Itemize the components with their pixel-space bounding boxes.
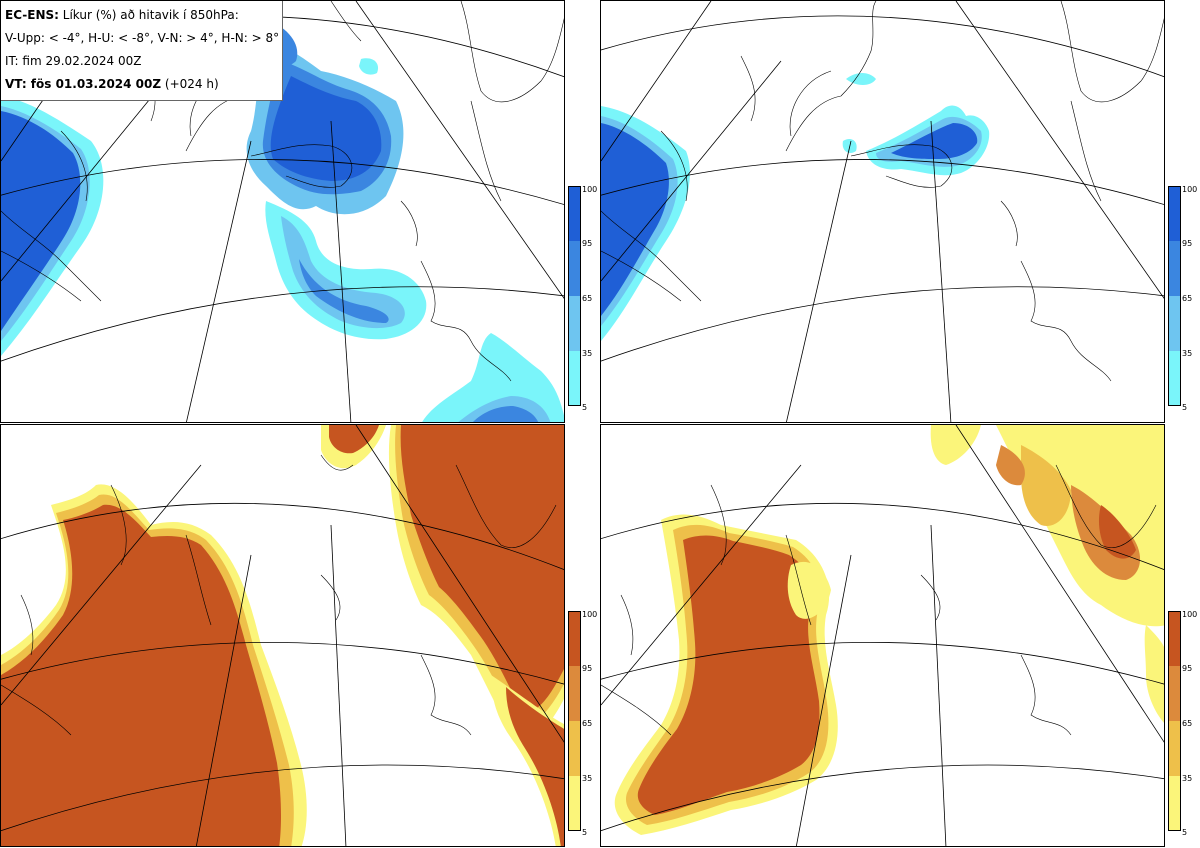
valid-time: VT: fös 01.03.2024 00Z — [5, 77, 162, 91]
probability-shading — [1, 425, 564, 846]
info-box: EC-ENS: Líkur (%) að hitavik í 850hPa: V… — [1, 1, 283, 101]
thresholds-line: V-Upp: < -4°, H-U: < -8°, V-N: > 4°, H-N… — [5, 31, 280, 45]
colorbar-frame — [1168, 186, 1181, 406]
init-time-line: IT: fim 29.02.2024 00Z — [5, 54, 142, 68]
colorbar-warm-4: 100 95 65 35 5 — [568, 611, 600, 841]
colorbar-warm-8: 100 95 65 35 5 — [1168, 611, 1200, 841]
probability-shading — [601, 73, 990, 341]
coastlines — [601, 1, 1164, 382]
map-svg-warm-8 — [601, 425, 1164, 846]
colorbar-tick: 100 — [582, 185, 598, 194]
colorbar-tick: 95 — [1182, 239, 1193, 248]
colorbar-cold-4: 100 95 65 35 5 — [568, 186, 600, 416]
colorbar-frame — [1168, 611, 1181, 831]
colorbar-frame — [568, 611, 581, 831]
colorbar-tick: 35 — [582, 774, 593, 783]
colorbar-tick: 35 — [1182, 349, 1193, 358]
graticule — [1, 1, 564, 422]
colorbar-cold-8: 100 95 65 35 5 — [1168, 186, 1200, 416]
colorbar-tick: 5 — [582, 828, 588, 837]
title-source: EC-ENS: — [5, 8, 59, 22]
colorbar-tick: 65 — [582, 719, 593, 728]
colorbar-tick: 65 — [1182, 294, 1193, 303]
coastlines — [1, 454, 557, 736]
colorbar-tick: 5 — [582, 403, 588, 412]
graticule — [601, 425, 1164, 846]
colorbar-tick: 35 — [1182, 774, 1193, 783]
colorbar-tick: 5 — [1182, 828, 1188, 837]
colorbar-tick: 100 — [1182, 185, 1198, 194]
title-line: EC-ENS: Líkur (%) að hitavik í 850hPa: — [5, 6, 278, 29]
colorbar-tick: 100 — [1182, 610, 1198, 619]
colorbar-tick: 95 — [582, 664, 593, 673]
colorbar-tick: 65 — [1182, 719, 1193, 728]
map-svg-cold-8 — [601, 1, 1164, 422]
map-panel-cold-4: EC-ENS: Líkur (%) að hitavik í 850hPa: V… — [0, 0, 565, 423]
map-panel-warm-8 — [600, 424, 1165, 847]
valid-time-line: VT: fös 01.03.2024 00Z (+024 h) — [5, 75, 278, 98]
map-panel-cold-8 — [600, 0, 1165, 423]
coastlines — [601, 464, 1157, 736]
colorbar-tick: 65 — [582, 294, 593, 303]
graticule — [1, 425, 564, 846]
colorbar-tick: 5 — [1182, 403, 1188, 412]
colorbar-tick: 100 — [582, 610, 598, 619]
colorbar-frame — [568, 186, 581, 406]
graticule — [601, 1, 1164, 422]
probability-shading — [614, 425, 1164, 835]
map-panel-warm-4 — [0, 424, 565, 847]
colorbar-tick: 95 — [582, 239, 593, 248]
map-svg-warm-4 — [1, 425, 564, 846]
colorbar-tick: 35 — [582, 349, 593, 358]
title-text: Líkur (%) að hitavik í 850hPa: — [58, 8, 239, 22]
colorbar-tick: 95 — [1182, 664, 1193, 673]
lead-time: (+024 h) — [161, 77, 219, 91]
